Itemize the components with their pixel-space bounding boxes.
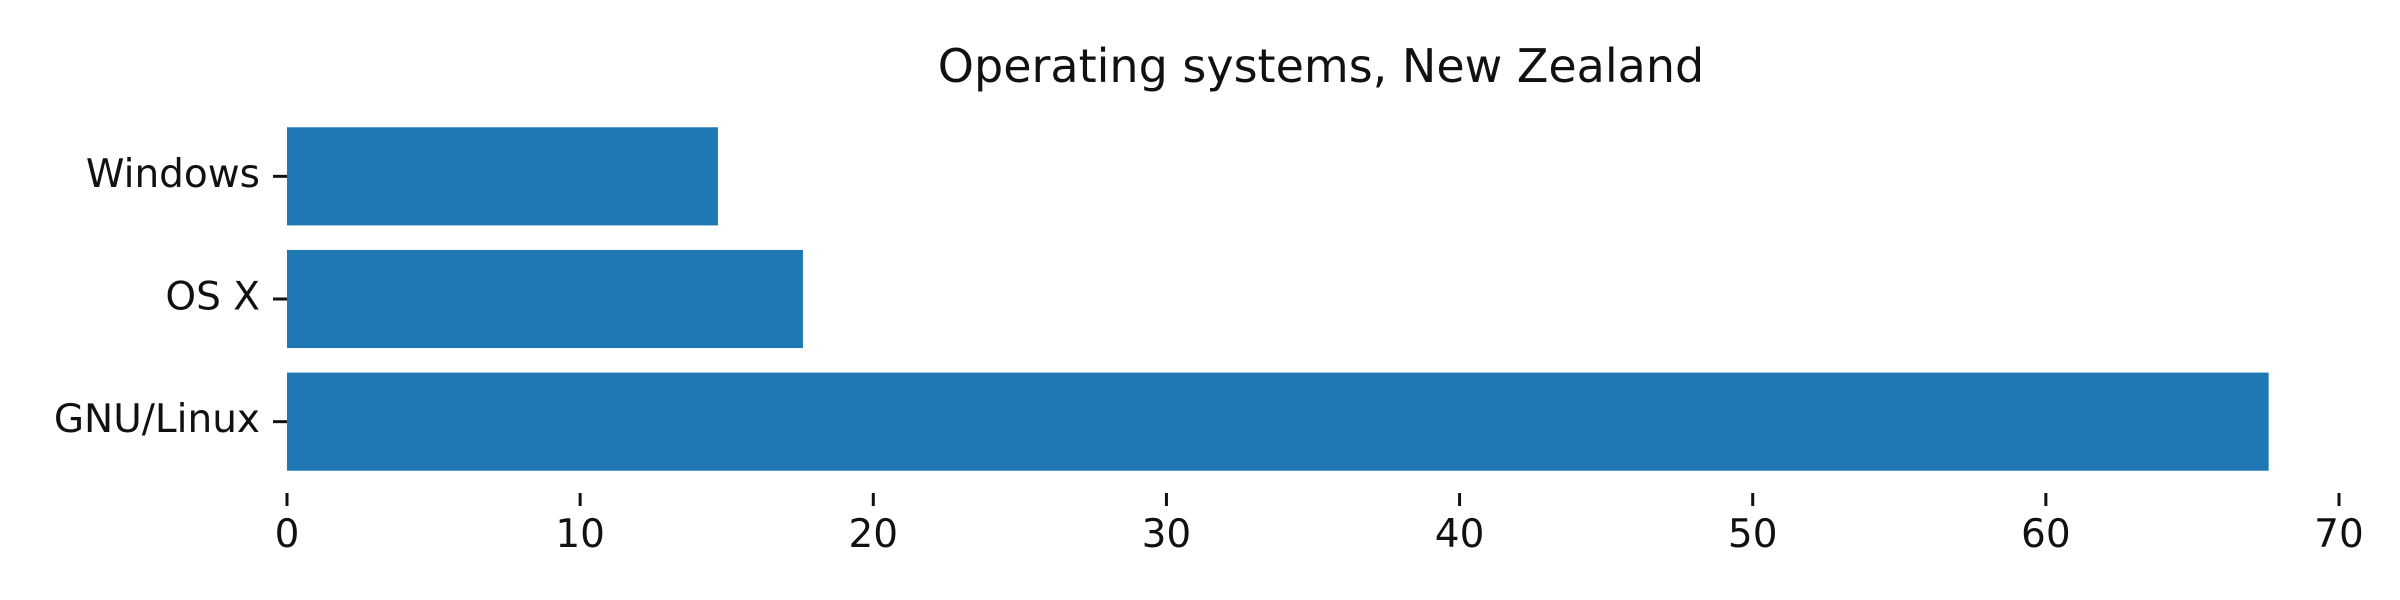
- x-tick-label: 70: [2314, 512, 2364, 557]
- x-tick-label: 50: [1728, 512, 1778, 557]
- y-axis: Windows OS X GNU/Linux: [54, 152, 287, 442]
- x-tick-label: 20: [848, 512, 898, 557]
- bar-os-x: [287, 249, 803, 349]
- chart-title: Operating systems, New Zealand: [938, 39, 1704, 93]
- x-axis: 0 10 20 30 40 50 60 70: [275, 493, 2364, 557]
- y-tick-label: Windows: [86, 152, 260, 197]
- x-tick-label: 60: [2021, 512, 2071, 557]
- bar-gnu-linux: [287, 372, 2269, 471]
- x-tick-label: 40: [1435, 512, 1485, 557]
- x-tick-label: 10: [555, 512, 605, 557]
- x-tick-label: 0: [275, 512, 300, 557]
- bar-windows: [287, 127, 718, 226]
- x-tick-label: 30: [1142, 512, 1192, 557]
- y-tick-label: OS X: [165, 275, 260, 320]
- y-tick-label: GNU/Linux: [54, 397, 260, 442]
- bars-layer: [287, 127, 2269, 471]
